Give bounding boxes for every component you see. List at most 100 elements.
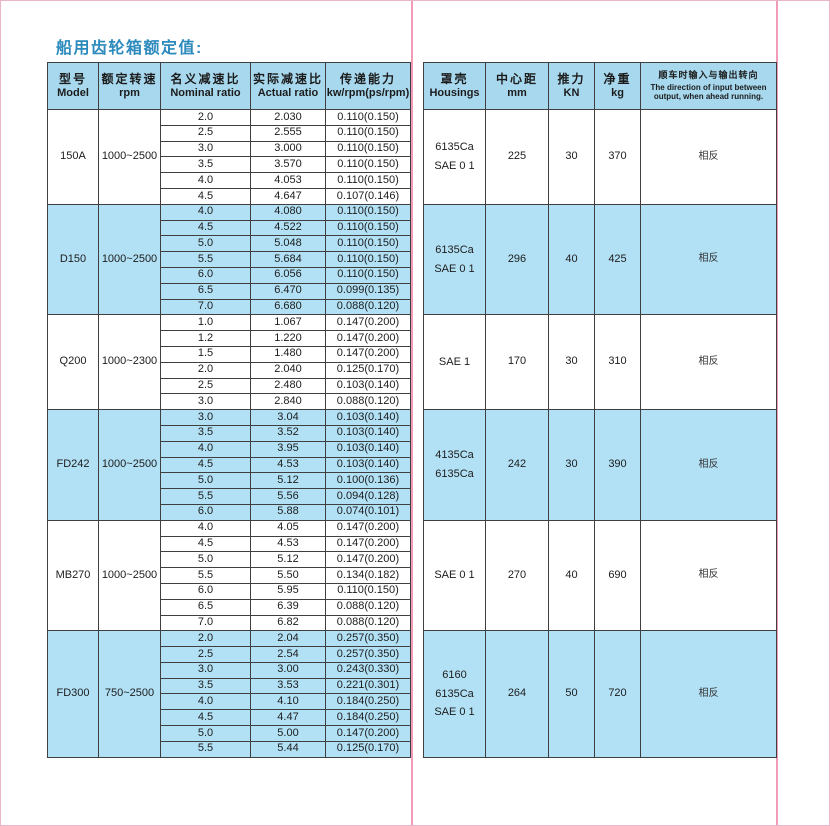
center-distance-cell: 296 (485, 203, 549, 316)
nominal-ratio-cell: 2.0 (160, 109, 251, 126)
nominal-ratio-cell: 6.0 (160, 503, 251, 521)
capacity-cell: 0.147(0.200) (325, 535, 411, 553)
weight-cell: 370 (594, 109, 641, 205)
table-row: 2.5 2.480 0.103(0.140) (48, 377, 777, 395)
capacity-cell: 0.100(0.136) (325, 472, 411, 490)
table-row: 2.5 2.555 0.110(0.150) (48, 124, 777, 142)
capacity-cell: 0.147(0.200) (325, 314, 411, 332)
capacity-cell: 0.110(0.150) (325, 219, 411, 237)
table-row: Q200 1000~2300 1.0 1.067 0.147(0.200) SAE 1 17… (47, 314, 777, 411)
header-row: 型号 Model 额定转速 rpm 名义减速比 Nominal ratio 实际… (47, 62, 777, 110)
table-row: 5.5 5.684 0.110(0.150) (48, 251, 777, 268)
nominal-ratio-cell: 5.0 (160, 235, 251, 253)
table-row: 3.0 3.00 0.243(0.330) (48, 661, 777, 679)
rpm-cell: 1000~2500 (98, 519, 161, 632)
actual-ratio-cell: 5.95 (250, 582, 326, 600)
nominal-ratio-cell: 3.5 (160, 424, 251, 442)
actual-ratio-cell: 4.053 (250, 172, 326, 189)
capacity-cell: 0.110(0.150) (325, 172, 411, 189)
housing-line: SAE 1 (438, 355, 471, 368)
center-distance-cell: 225 (485, 109, 549, 205)
table-row: 2.5 2.54 0.257(0.350) (48, 646, 777, 663)
actual-ratio-cell: 3.570 (250, 156, 326, 174)
nominal-ratio-cell: 4.5 (160, 456, 251, 474)
model-cell: Q200 (47, 314, 99, 411)
thrust-cell: 30 (548, 409, 595, 521)
capacity-cell: 0.257(0.350) (325, 646, 411, 663)
table-row: 6.5 6.39 0.088(0.120) (48, 598, 777, 616)
nominal-ratio-cell: 4.0 (160, 172, 251, 189)
nominal-ratio-cell: 5.0 (160, 725, 251, 742)
housings-cell: 6135Ca SAE 0 1 (423, 109, 486, 205)
capacity-cell: 0.103(0.140) (325, 440, 411, 458)
housing-line: SAE 0 1 (434, 262, 475, 275)
actual-ratio-cell: 5.56 (250, 488, 326, 505)
table-row: MB270 1000~2500 4.0 4.05 0.147(0.200) SAE 0 1… (47, 519, 777, 632)
actual-ratio-cell: 3.000 (250, 140, 326, 158)
housing-line: 6135Ca (435, 141, 474, 154)
capacity-cell: 0.110(0.150) (325, 140, 411, 158)
col-header-nominal-ratio: 名义减速比 Nominal ratio (160, 62, 251, 110)
col-header-capacity: 传递能力 kw/rpm(ps/rpm) (325, 62, 411, 110)
table-row: 6.0 5.88 0.074(0.101) (48, 503, 777, 521)
table-row: 3.0 3.000 0.110(0.150) (48, 140, 777, 158)
nominal-ratio-cell: 1.0 (160, 314, 251, 332)
actual-ratio-cell: 2.555 (250, 124, 326, 142)
capacity-cell: 0.088(0.120) (325, 614, 411, 632)
capacity-cell: 0.107(0.146) (325, 187, 411, 205)
weight-cell: 310 (594, 314, 641, 411)
col-header-rpm: 额定转速 rpm (98, 62, 161, 110)
nominal-ratio-cell: 5.5 (160, 488, 251, 505)
thrust-cell: 40 (548, 519, 595, 632)
capacity-cell: 0.110(0.150) (325, 582, 411, 600)
capacity-cell: 0.110(0.150) (325, 109, 411, 126)
table-row: 4.0 4.10 0.184(0.250) (48, 693, 777, 711)
table-row: 4.5 4.47 0.184(0.250) (48, 709, 777, 727)
nominal-ratio-cell: 2.0 (160, 630, 251, 648)
capacity-cell: 0.134(0.182) (325, 567, 411, 584)
capacity-cell: 0.088(0.120) (325, 598, 411, 616)
nominal-ratio-cell: 3.0 (160, 661, 251, 679)
rpm-cell: 1000~2500 (98, 109, 161, 205)
actual-ratio-cell: 5.048 (250, 235, 326, 253)
housing-line: SAE 0 1 (434, 159, 475, 172)
center-distance-cell: 270 (485, 519, 549, 632)
direction-cell: 相反 (640, 409, 777, 521)
direction-cell: 相反 (640, 630, 777, 758)
actual-ratio-cell: 5.12 (250, 551, 326, 569)
table-row: 3.5 3.570 0.110(0.150) (48, 156, 777, 174)
table-row: FD300 750~2500 2.0 2.04 0.257(0.350) 6160 6135… (47, 630, 777, 758)
weight-cell: 690 (594, 519, 641, 632)
table-row: 6.0 6.056 0.110(0.150) (48, 266, 777, 284)
nominal-ratio-cell: 3.0 (160, 140, 251, 158)
nominal-ratio-cell: 5.5 (160, 740, 251, 758)
col-header-housings: 罩壳 Housings (423, 62, 486, 110)
model-cell: MB270 (47, 519, 99, 632)
housings-cell: 6135Ca SAE 0 1 (423, 203, 486, 316)
nominal-ratio-cell: 3.0 (160, 393, 251, 411)
actual-ratio-cell: 3.95 (250, 440, 326, 458)
actual-ratio-cell: 5.44 (250, 740, 326, 758)
actual-ratio-cell: 4.47 (250, 709, 326, 727)
nominal-ratio-cell: 3.0 (160, 409, 251, 426)
housings-cell: 6160 6135Ca SAE 0 1 (423, 630, 486, 758)
col-header-model: 型号 Model (47, 62, 99, 110)
actual-ratio-cell: 2.040 (250, 361, 326, 379)
actual-ratio-cell: 3.52 (250, 424, 326, 442)
actual-ratio-cell: 3.00 (250, 661, 326, 679)
direction-cell: 相反 (640, 519, 777, 632)
housing-line: SAE 0 1 (434, 706, 475, 719)
table-row: 1.5 1.480 0.147(0.200) (48, 345, 777, 363)
housing-line: 6135Ca (435, 243, 474, 256)
nominal-ratio-cell: 5.5 (160, 567, 251, 584)
table-row: 3.5 3.53 0.221(0.301) (48, 677, 777, 695)
nominal-ratio-cell: 4.0 (160, 440, 251, 458)
actual-ratio-cell: 3.04 (250, 409, 326, 426)
model-cell: FD300 (47, 630, 99, 758)
divider-line-center (411, 0, 413, 826)
thrust-cell: 30 (548, 109, 595, 205)
actual-ratio-cell: 6.82 (250, 614, 326, 632)
thrust-cell: 40 (548, 203, 595, 316)
nominal-ratio-cell: 6.0 (160, 266, 251, 284)
nominal-ratio-cell: 1.5 (160, 345, 251, 363)
